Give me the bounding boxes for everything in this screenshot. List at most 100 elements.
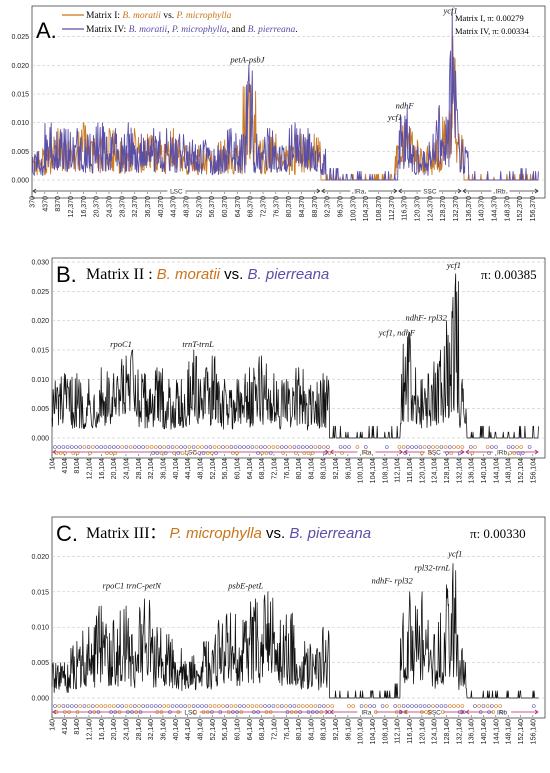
- site-dot: [288, 704, 293, 708]
- site-dot: [183, 445, 187, 449]
- site-dot: [126, 710, 130, 714]
- site-dot: [113, 451, 118, 455]
- site-dot: [180, 451, 185, 455]
- x-tick-label: 124,370: [427, 196, 434, 221]
- peak-annotation: ndhF- rpl32: [406, 313, 448, 323]
- x-tick-label: 68,370: [248, 196, 255, 218]
- site-dot: [313, 704, 318, 708]
- site-dot: [363, 445, 368, 449]
- pi-value: π: 0.00385: [481, 267, 537, 282]
- site-dot: [460, 445, 465, 449]
- site-dot: [397, 445, 402, 449]
- site-dot: [394, 710, 399, 714]
- x-tick-label: 36,140: [160, 719, 167, 741]
- site-dot: [268, 710, 273, 714]
- region-label-LSC: LSC: [184, 449, 197, 456]
- site-dot: [208, 445, 213, 449]
- x-tick-label: 152,104: [518, 458, 525, 483]
- site-dot: [75, 710, 80, 714]
- x-tick-label: 136,370: [466, 196, 473, 221]
- x-tick-label: 56,370: [209, 196, 216, 218]
- site-dot: [418, 704, 423, 708]
- site-dot: [485, 445, 490, 449]
- x-tick-label: 152,140: [518, 719, 525, 744]
- site-dot: [179, 704, 183, 708]
- y-tick-label: 0.015: [31, 589, 49, 596]
- x-tick-label: 24,140: [123, 719, 130, 741]
- site-dot: [217, 704, 221, 708]
- site-dot: [67, 710, 71, 714]
- region-arrow-left: [52, 709, 57, 715]
- panel-title: Matrix III： P. microphylla vs. B. pierre…: [86, 525, 371, 542]
- site-dot: [130, 710, 134, 714]
- y-tick-label: 0.020: [31, 318, 49, 325]
- x-tick-label: 124,104: [432, 458, 439, 483]
- site-dot: [491, 710, 496, 714]
- site-dot: [154, 704, 158, 708]
- site-dot: [225, 704, 229, 708]
- site-dot: [107, 704, 112, 708]
- y-tick-label: 0.025: [11, 34, 29, 41]
- site-dot: [268, 451, 273, 455]
- site-dot: [57, 445, 62, 449]
- site-dot: [204, 445, 208, 449]
- plot-frame: [51, 516, 546, 719]
- site-dot: [275, 445, 280, 449]
- site-dot: [520, 451, 525, 455]
- x-tick-label: 96,104: [345, 458, 352, 480]
- site-dot: [260, 451, 265, 455]
- site-dot: [196, 704, 200, 708]
- site-dot: [452, 704, 456, 708]
- site-dot: [176, 710, 181, 714]
- y-tick-label: 0.015: [31, 348, 49, 355]
- site-dot: [54, 451, 59, 455]
- site-dot: [200, 445, 204, 449]
- site-dot: [63, 710, 67, 714]
- site-dot: [212, 445, 217, 449]
- y-tick-label: 0.000: [31, 436, 49, 443]
- panel-A: 0.000 0.005 0.010 0.015 0.020 0.025 LSC IRa SSC I…: [11, 5, 546, 221]
- x-tick-label: 132,370: [453, 196, 460, 221]
- site-dot: [342, 445, 347, 449]
- site-dot: [229, 704, 234, 708]
- site-dot: [175, 704, 179, 708]
- region-label-IRb: IRb: [497, 449, 508, 456]
- region-arrow-right: [393, 188, 398, 194]
- x-tick-label: 68,104: [259, 458, 266, 480]
- x-tick-label: 72,104: [271, 458, 278, 480]
- x-tick-label: 88,104: [321, 458, 328, 480]
- site-dot: [326, 445, 330, 449]
- site-dot: [456, 445, 461, 449]
- site-dot: [477, 704, 482, 708]
- site-dot: [302, 451, 307, 455]
- site-dot: [306, 710, 311, 714]
- peak-annotation: ndhF: [396, 100, 415, 110]
- site-dot: [267, 704, 272, 708]
- site-dot: [210, 710, 214, 714]
- x-tick-label: 52,140: [210, 719, 217, 741]
- site-dot: [176, 451, 181, 455]
- site-dot: [162, 445, 166, 449]
- site-dot: [225, 445, 229, 449]
- region-label-SSC: SSC: [423, 188, 437, 195]
- y-tick-label: 0.015: [11, 92, 29, 99]
- site-dot: [179, 445, 183, 449]
- site-dot: [531, 704, 536, 708]
- site-dot: [447, 704, 452, 708]
- site-dot: [310, 710, 315, 714]
- y-tick-label: 0.005: [31, 406, 49, 413]
- series-line-matrix-iv: [31, 9, 539, 181]
- site-dot: [117, 710, 122, 714]
- site-dot: [187, 704, 192, 708]
- peak-annotation: psbE-petL: [227, 580, 263, 590]
- x-tick-label: 60,370: [222, 196, 229, 218]
- x-tick-label: 20,370: [94, 196, 101, 218]
- region-label-bg: [181, 708, 200, 716]
- site-dot: [201, 451, 206, 455]
- site-dot: [242, 704, 246, 708]
- site-dot: [401, 445, 406, 449]
- site-markers: [53, 704, 536, 714]
- site-dot: [54, 710, 59, 714]
- region-arrow-left: [465, 709, 470, 715]
- peak-annotation: ycf1: [446, 260, 461, 270]
